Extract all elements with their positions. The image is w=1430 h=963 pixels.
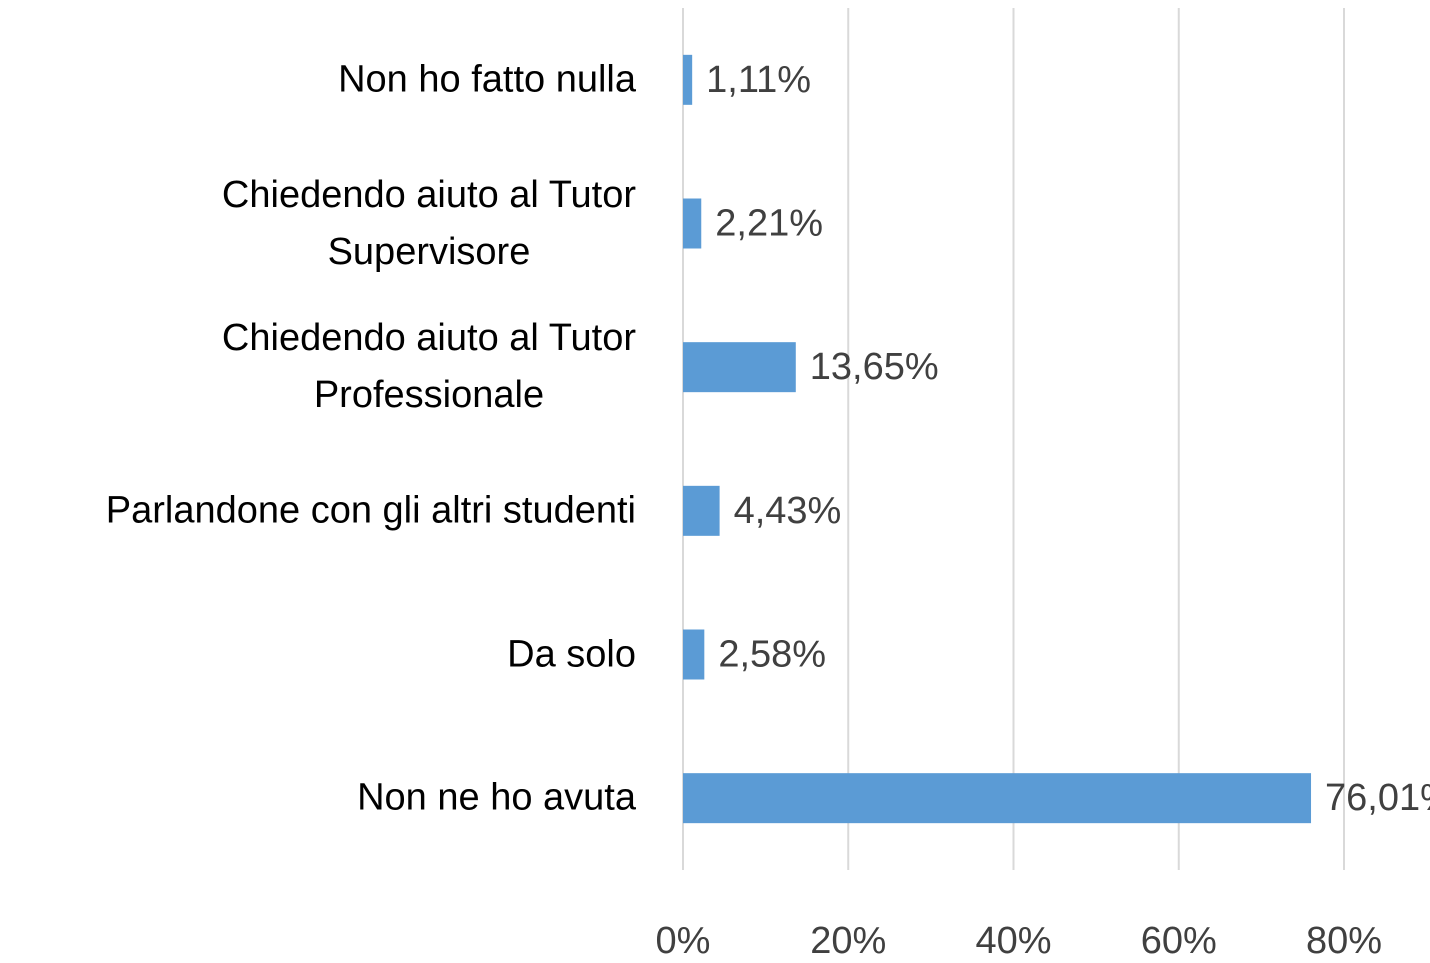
data-label: 2,21%	[715, 203, 823, 245]
y-tick-label: Da solo	[507, 633, 636, 675]
y-tick-label: Non ho fatto nulla	[338, 58, 636, 101]
y-tick-label: Parlandone con gli altri studenti	[105, 489, 636, 532]
x-tick-label: 80%	[1306, 920, 1382, 962]
y-tick-label: Non ne ho avuta	[357, 776, 636, 819]
x-tick-label: 20%	[810, 920, 886, 962]
data-label: 13,65%	[810, 346, 939, 388]
data-label: 4,43%	[734, 490, 842, 532]
x-tick-label: 60%	[1141, 920, 1217, 962]
y-tick-label: Chiedendo aiuto al Tutor Professionale	[221, 317, 636, 417]
data-label: 2,58%	[718, 634, 826, 676]
bar	[683, 54, 693, 105]
y-tick-label: Chiedendo aiuto al Tutor Supervisore	[221, 173, 636, 273]
data-label: 1,11%	[706, 59, 811, 101]
bar	[683, 342, 796, 393]
x-tick-label: 40%	[975, 920, 1051, 962]
bar	[683, 629, 705, 680]
data-label: 76,01%	[1325, 777, 1430, 819]
bar	[683, 198, 702, 249]
bar	[683, 485, 720, 536]
x-tick-label: 0%	[656, 920, 711, 962]
bar	[683, 773, 1312, 824]
